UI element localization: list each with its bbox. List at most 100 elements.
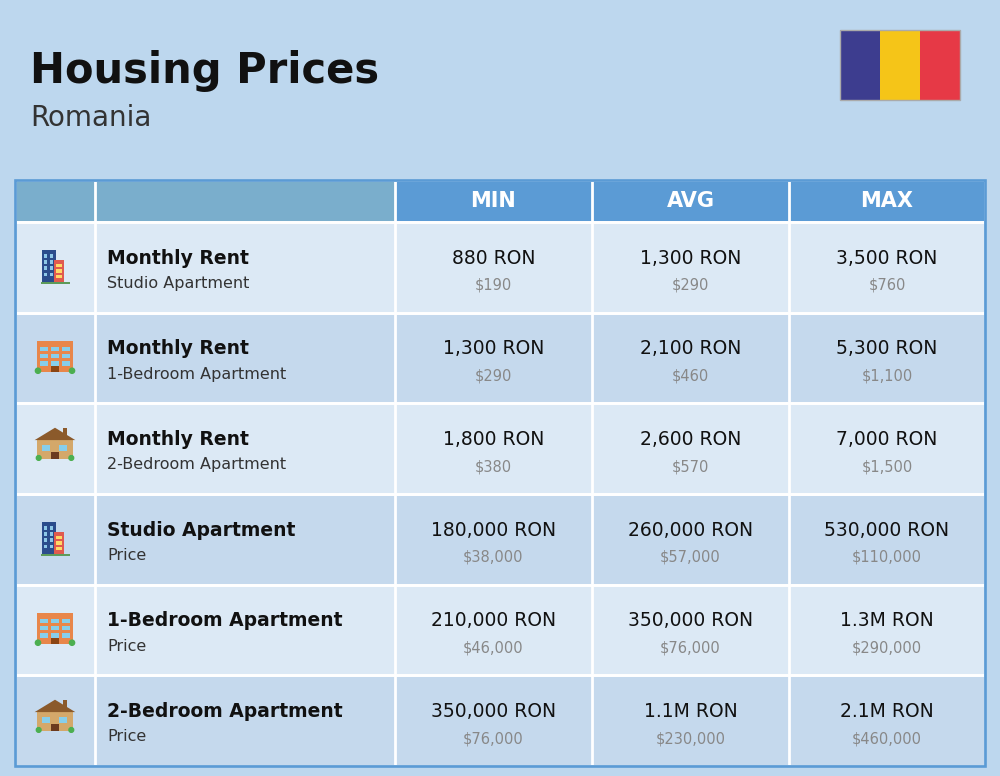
- Bar: [37, 712, 73, 731]
- Bar: [62, 618, 70, 623]
- Text: 180,000 RON: 180,000 RON: [431, 521, 556, 540]
- Bar: [44, 539, 47, 542]
- Text: $460,000: $460,000: [852, 731, 922, 747]
- Bar: [51, 362, 59, 365]
- Polygon shape: [35, 428, 75, 440]
- Text: 2,600 RON: 2,600 RON: [640, 430, 741, 449]
- Bar: [51, 452, 59, 459]
- Bar: [15, 313, 985, 404]
- Circle shape: [69, 728, 74, 733]
- Text: $570: $570: [672, 459, 709, 474]
- Bar: [42, 522, 56, 554]
- Text: 210,000 RON: 210,000 RON: [431, 611, 556, 630]
- Bar: [51, 724, 59, 731]
- Text: 530,000 RON: 530,000 RON: [824, 521, 950, 540]
- Bar: [63, 428, 67, 435]
- Bar: [40, 347, 48, 351]
- Circle shape: [69, 456, 74, 460]
- Text: MIN: MIN: [471, 191, 516, 211]
- Text: MAX: MAX: [860, 191, 914, 211]
- Bar: [15, 404, 985, 494]
- Text: $1,500: $1,500: [861, 459, 913, 474]
- Bar: [42, 717, 50, 722]
- Text: Price: Price: [107, 639, 146, 654]
- Bar: [15, 584, 985, 675]
- Bar: [40, 354, 48, 359]
- Bar: [50, 272, 53, 276]
- Bar: [50, 545, 53, 549]
- Text: $230,000: $230,000: [656, 731, 726, 747]
- Bar: [50, 266, 53, 270]
- Text: 2-Bedroom Apartment: 2-Bedroom Apartment: [107, 458, 286, 473]
- Bar: [62, 354, 70, 359]
- Bar: [56, 535, 62, 539]
- Bar: [51, 638, 59, 644]
- Text: 3,500 RON: 3,500 RON: [836, 249, 938, 268]
- Text: 2-Bedroom Apartment: 2-Bedroom Apartment: [107, 702, 343, 721]
- Bar: [840, 30, 960, 100]
- Bar: [51, 365, 59, 372]
- Bar: [62, 362, 70, 365]
- Bar: [50, 532, 53, 536]
- Bar: [40, 362, 48, 365]
- Bar: [56, 269, 62, 272]
- Bar: [37, 341, 73, 372]
- Text: 1.3M RON: 1.3M RON: [840, 611, 934, 630]
- Bar: [59, 717, 67, 722]
- Bar: [56, 542, 62, 545]
- Bar: [40, 633, 48, 638]
- Bar: [56, 547, 62, 550]
- Bar: [42, 250, 56, 282]
- Bar: [63, 701, 67, 706]
- Bar: [40, 626, 48, 630]
- Text: Studio Apartment: Studio Apartment: [107, 276, 249, 291]
- Text: $460: $460: [672, 369, 709, 383]
- Bar: [51, 618, 59, 623]
- Bar: [44, 261, 47, 264]
- Bar: [789, 180, 985, 222]
- Text: $76,000: $76,000: [463, 731, 524, 747]
- Circle shape: [36, 728, 41, 733]
- Bar: [920, 30, 960, 100]
- Bar: [51, 626, 59, 630]
- Bar: [54, 260, 64, 282]
- Bar: [840, 30, 880, 100]
- Bar: [41, 282, 70, 284]
- Text: Studio Apartment: Studio Apartment: [107, 521, 295, 540]
- Text: 260,000 RON: 260,000 RON: [628, 521, 753, 540]
- Text: $1,100: $1,100: [861, 369, 913, 383]
- Text: 350,000 RON: 350,000 RON: [431, 702, 556, 721]
- Text: $290: $290: [475, 369, 512, 383]
- Text: $46,000: $46,000: [463, 641, 524, 656]
- Text: Monthly Rent: Monthly Rent: [107, 430, 249, 449]
- Text: 5,300 RON: 5,300 RON: [836, 339, 938, 359]
- Text: 880 RON: 880 RON: [452, 249, 535, 268]
- Text: 350,000 RON: 350,000 RON: [628, 611, 753, 630]
- Text: 1.1M RON: 1.1M RON: [644, 702, 737, 721]
- Text: $290: $290: [672, 278, 709, 293]
- Circle shape: [69, 368, 75, 373]
- Bar: [15, 180, 985, 766]
- Text: 2.1M RON: 2.1M RON: [840, 702, 934, 721]
- Bar: [44, 255, 47, 258]
- Text: Romania: Romania: [30, 104, 151, 132]
- Bar: [44, 266, 47, 270]
- Text: Monthly Rent: Monthly Rent: [107, 339, 249, 359]
- Bar: [44, 532, 47, 536]
- Circle shape: [35, 640, 41, 646]
- Text: Housing Prices: Housing Prices: [30, 50, 379, 92]
- Text: 1,300 RON: 1,300 RON: [640, 249, 741, 268]
- Bar: [880, 30, 920, 100]
- Bar: [50, 526, 53, 530]
- Bar: [15, 180, 95, 222]
- Text: 1-Bedroom Apartment: 1-Bedroom Apartment: [107, 367, 286, 382]
- Bar: [592, 180, 789, 222]
- Bar: [95, 180, 395, 222]
- Bar: [15, 494, 985, 584]
- Bar: [44, 545, 47, 549]
- Bar: [59, 445, 67, 451]
- Bar: [15, 675, 985, 766]
- Text: $290,000: $290,000: [852, 641, 922, 656]
- Text: $760: $760: [868, 278, 906, 293]
- Text: $110,000: $110,000: [852, 550, 922, 565]
